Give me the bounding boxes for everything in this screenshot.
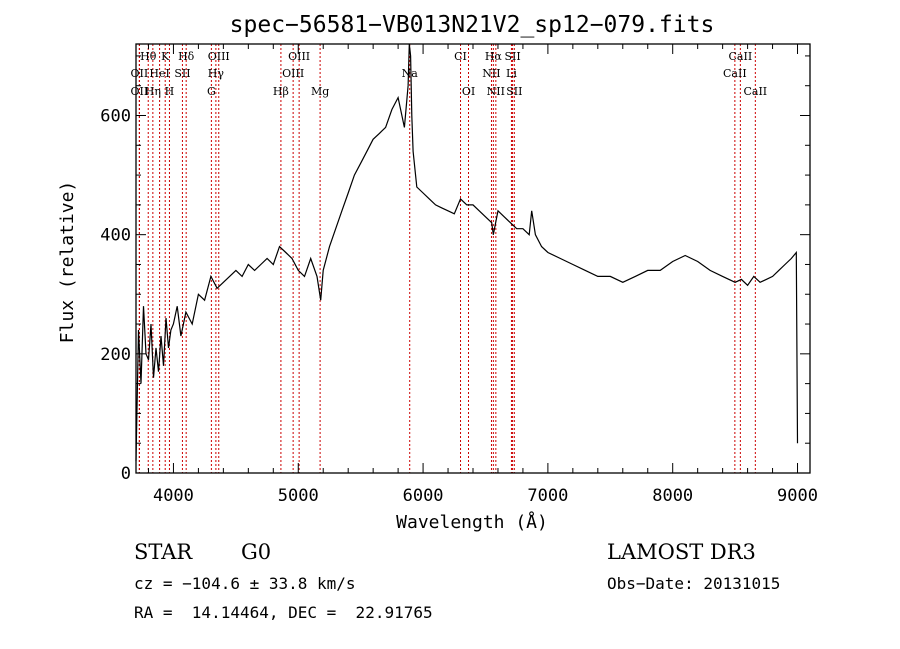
spectral-line-label: CaII: [729, 50, 753, 63]
x-axis-label: Wavelength (Å): [396, 511, 548, 533]
spectral-line-label: Na: [402, 67, 419, 80]
spectral-line-label: HeI: [149, 67, 169, 80]
redshift-velocity: cz = −104.6 ± 33.8 km/s: [134, 574, 356, 593]
axis-tick-label: 9000: [777, 486, 818, 506]
spectral-line-label: SII: [506, 85, 522, 98]
spectral-line-label: Hβ: [273, 85, 289, 98]
axis-tick-label: 7000: [527, 486, 568, 506]
object-subclass: G0: [241, 540, 272, 564]
axis-tick-label: 400: [100, 226, 131, 246]
spectral-line-label: K: [161, 50, 170, 63]
spectrum-series-line: [135, 43, 799, 462]
spectral-line-label: Hγ: [208, 67, 225, 80]
spectral-line-label: H: [165, 85, 175, 98]
spectral-line-label: CI: [454, 50, 467, 63]
axis-tick-label: 5000: [278, 486, 319, 506]
spectral-line-label: G: [207, 85, 216, 98]
spectral-line-label: Hδ: [178, 50, 195, 63]
survey-name: LAMOST DR3: [607, 540, 756, 564]
spectral-line-label: CaII: [723, 67, 747, 80]
spectral-line-label: OIII: [208, 50, 230, 63]
spectral-line-label: Li: [506, 67, 517, 80]
object-class: STAR: [134, 540, 193, 564]
spectral-line-label: Hθ: [140, 50, 157, 63]
spectral-line-label: Hη: [145, 85, 161, 98]
axis-tick-label: 6000: [403, 486, 444, 506]
spectral-line-label: CaII: [743, 85, 767, 98]
axis-tick-label: 600: [100, 107, 131, 127]
axis-tick-label: 0: [121, 464, 131, 484]
plot-frame: [135, 43, 811, 474]
spectral-line-label: SII: [504, 50, 520, 63]
spectral-line-label: Hα: [485, 50, 503, 63]
coordinates: RA = 14.14464, DEC = 22.91765: [134, 603, 433, 622]
spectral-line-label: Mg: [311, 85, 329, 98]
spectral-line-label: OII: [131, 67, 149, 80]
chart-title: spec−56581−VB013N21V2_sp12−079.fits: [230, 12, 715, 38]
spectral-line-label: OIII: [282, 67, 304, 80]
spectral-line-label: NII: [487, 85, 505, 98]
spectral-line-label: NII: [482, 67, 500, 80]
axis-tick-label: 8000: [652, 486, 693, 506]
spectral-line-markers: [138, 44, 756, 473]
y-axis-label: Flux (relative): [57, 181, 78, 344]
axis-tick-label: 4000: [153, 486, 194, 506]
observation-date: Obs−Date: 20131015: [607, 574, 781, 593]
spectral-line-label: OI: [462, 85, 475, 98]
spectral-line-label: SII: [174, 67, 190, 80]
spectral-line-label: OII: [131, 85, 149, 98]
axis-ticks: 4000 5000 6000 7000 8000 9000 0 200 400 600: [100, 44, 818, 506]
axis-tick-label: 200: [100, 345, 131, 365]
spectral-line-label: OIII: [288, 50, 310, 63]
